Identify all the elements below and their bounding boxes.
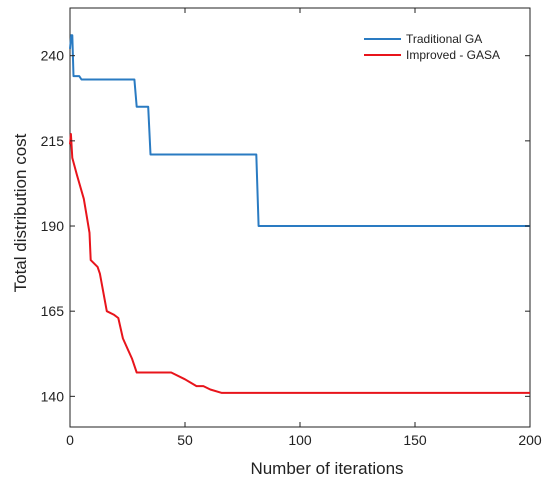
y-tick-label: 215 xyxy=(41,133,65,149)
legend-label-traditional-ga: Traditional GA xyxy=(406,32,482,46)
x-tick-label: 100 xyxy=(288,432,312,448)
y-tick-label: 240 xyxy=(41,48,65,64)
legend: Traditional GA Improved - GASA xyxy=(364,32,500,62)
y-tick-label: 165 xyxy=(41,303,65,319)
series-layer xyxy=(69,34,530,394)
tick-layer: 0 50 100 150 200 140 165 190 215 240 xyxy=(41,8,542,448)
plot-area-border xyxy=(69,7,531,428)
plot-frame xyxy=(69,7,531,428)
series-line-improved-gasa xyxy=(69,133,530,394)
y-axis-label: Total distribution cost xyxy=(11,133,30,292)
x-axis-label: Number of iterations xyxy=(250,459,403,478)
x-tick-label: 150 xyxy=(403,432,427,448)
series-line-traditional-ga xyxy=(69,34,530,227)
x-tick-label: 50 xyxy=(177,432,193,448)
x-tick-label: 200 xyxy=(518,432,542,448)
legend-label-improved-gasa: Improved - GASA xyxy=(406,48,500,62)
y-tick-label: 190 xyxy=(41,218,65,234)
x-tick-label: 0 xyxy=(66,432,74,448)
y-tick-label: 140 xyxy=(41,388,65,404)
